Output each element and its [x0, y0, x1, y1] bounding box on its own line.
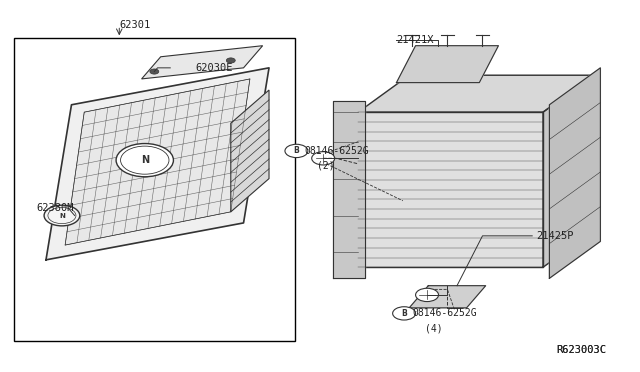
Text: (2): (2): [317, 161, 335, 171]
Text: 62301: 62301: [119, 20, 150, 31]
Polygon shape: [396, 46, 499, 83]
Text: 08146-6252G: 08146-6252G: [304, 146, 369, 156]
Circle shape: [415, 288, 438, 302]
Circle shape: [285, 144, 308, 158]
Polygon shape: [358, 112, 543, 267]
Text: 21421X: 21421X: [396, 35, 434, 45]
Text: 21425P: 21425P: [537, 231, 574, 241]
Text: 62380M: 62380M: [36, 203, 74, 213]
Text: B: B: [401, 309, 407, 318]
Polygon shape: [231, 90, 269, 212]
Polygon shape: [65, 79, 250, 245]
Text: 62030E: 62030E: [196, 63, 233, 73]
Polygon shape: [549, 68, 600, 278]
Circle shape: [150, 69, 159, 74]
Text: (4): (4): [425, 323, 443, 333]
Polygon shape: [333, 101, 365, 278]
Circle shape: [312, 152, 335, 165]
Text: R623003C: R623003C: [556, 345, 606, 355]
Polygon shape: [358, 75, 594, 112]
Text: B: B: [294, 147, 300, 155]
Text: N: N: [59, 212, 65, 218]
Circle shape: [116, 144, 173, 177]
Bar: [14, 38, 294, 341]
Polygon shape: [141, 46, 262, 79]
Text: 08146-6252G: 08146-6252G: [412, 308, 477, 318]
Circle shape: [44, 205, 80, 226]
Polygon shape: [409, 286, 486, 308]
Circle shape: [227, 58, 236, 63]
Text: R623003C: R623003C: [556, 345, 606, 355]
Polygon shape: [543, 75, 594, 267]
Polygon shape: [46, 68, 269, 260]
Text: N: N: [141, 155, 149, 165]
Circle shape: [393, 307, 415, 320]
